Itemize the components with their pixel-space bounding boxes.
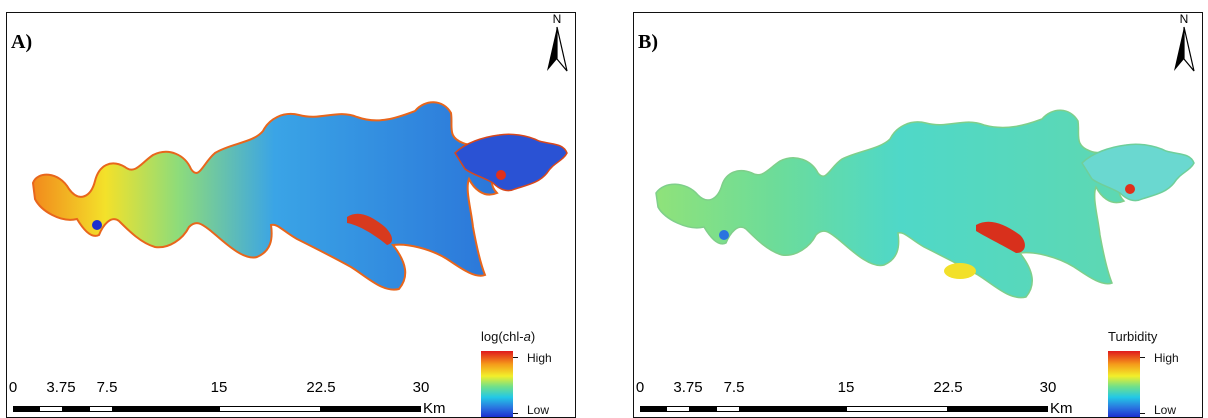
scale-segment bbox=[640, 406, 666, 412]
ramp-tick bbox=[1140, 357, 1145, 358]
scale-unit: Km bbox=[1050, 400, 1073, 417]
panel-label: A) bbox=[11, 31, 33, 53]
legend-low-label: Low bbox=[1154, 403, 1177, 417]
scale-segment bbox=[666, 406, 690, 412]
map-panel-chl-a: A) N log(chl-a) High Low 0 3.75 7.5 15 2… bbox=[6, 12, 576, 418]
legend-high-label: High bbox=[1154, 351, 1179, 365]
panel-label: B) bbox=[638, 31, 658, 53]
legend-title: log(chl-a) bbox=[481, 329, 536, 344]
lake-map-turbidity bbox=[655, 109, 1195, 299]
scale-segment bbox=[846, 406, 948, 412]
scale-segment bbox=[716, 406, 740, 412]
scale-bar: 0 3.75 7.5 15 22.5 30 Km bbox=[8, 379, 471, 417]
scale-segment bbox=[113, 406, 219, 412]
scale-tick-label: 30 bbox=[1039, 379, 1057, 396]
scale-tick-label: 7.5 bbox=[96, 379, 118, 396]
scale-tick-label: 22.5 bbox=[306, 379, 336, 396]
north-arrow-icon: N bbox=[1172, 13, 1196, 75]
color-ramp bbox=[481, 351, 513, 417]
ramp-tick bbox=[513, 413, 518, 414]
legend-low-label: Low bbox=[527, 403, 550, 417]
eastern-bay bbox=[1081, 143, 1195, 202]
lake-shape bbox=[655, 109, 1144, 299]
scale-bar: 0 3.75 7.5 15 22.5 30 Km bbox=[635, 379, 1098, 417]
scale-segment bbox=[690, 406, 716, 412]
eastern-bay bbox=[454, 133, 568, 192]
scale-segment bbox=[89, 406, 113, 412]
north-label: N bbox=[1180, 13, 1189, 26]
color-ramp bbox=[1108, 351, 1140, 417]
scale-segment bbox=[948, 406, 1048, 412]
scale-segment bbox=[321, 406, 421, 412]
map-panel-turbidity: B) N Turbidity High Low 0 3.75 7.5 15 22… bbox=[633, 12, 1203, 418]
scale-tick-label: 0 bbox=[8, 379, 18, 396]
lake-inner-channel bbox=[347, 213, 393, 245]
turbid-patch bbox=[976, 221, 1025, 253]
legend-turbidity: Turbidity High Low bbox=[1108, 329, 1200, 417]
north-arrow-icon: N bbox=[545, 13, 569, 75]
scale-tick-label: 3.75 bbox=[673, 379, 703, 396]
legend-title: Turbidity bbox=[1108, 329, 1158, 344]
scale-segment bbox=[219, 406, 321, 412]
scale-tick-label: 7.5 bbox=[723, 379, 745, 396]
scale-tick-label: 15 bbox=[210, 379, 228, 396]
north-label: N bbox=[553, 13, 562, 26]
scale-tick-label: 30 bbox=[412, 379, 430, 396]
scale-segment bbox=[13, 406, 39, 412]
scale-tick-label: 22.5 bbox=[933, 379, 963, 396]
scale-segment bbox=[63, 406, 89, 412]
lake-shape bbox=[31, 101, 517, 291]
ramp-tick bbox=[1140, 413, 1145, 414]
scale-tick-label: 0 bbox=[635, 379, 645, 396]
ramp-tick bbox=[513, 357, 518, 358]
scale-tick-label: 3.75 bbox=[46, 379, 76, 396]
scale-segment bbox=[740, 406, 846, 412]
scale-segment bbox=[39, 406, 63, 412]
scale-unit: Km bbox=[423, 400, 446, 417]
legend-high-label: High bbox=[527, 351, 552, 365]
lake-map-chl-a bbox=[31, 101, 568, 291]
scale-tick-label: 15 bbox=[837, 379, 855, 396]
legend-chl-a: log(chl-a) High Low bbox=[481, 329, 573, 417]
